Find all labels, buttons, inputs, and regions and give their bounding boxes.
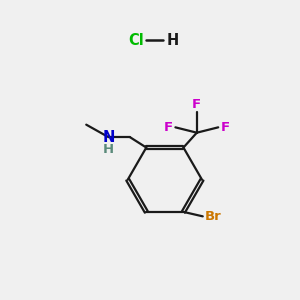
Text: F: F [220,121,230,134]
Text: H: H [166,32,178,47]
Text: Br: Br [205,210,222,223]
Text: F: F [192,98,201,111]
Text: N: N [102,130,115,145]
Text: H: H [103,143,114,156]
Text: F: F [164,121,173,134]
Text: Cl: Cl [128,32,144,47]
